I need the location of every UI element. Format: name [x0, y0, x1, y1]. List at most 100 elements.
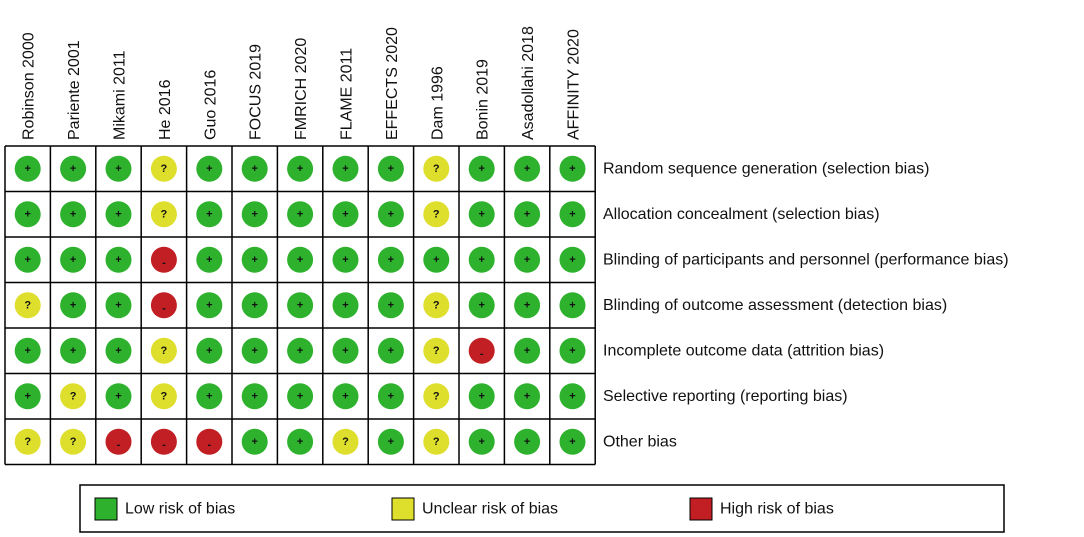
rating-circle	[241, 337, 268, 364]
rating-symbol: +	[478, 163, 484, 175]
rating-symbol: +	[206, 254, 212, 266]
rating-symbol: ?	[433, 208, 440, 220]
rating-circle	[377, 337, 404, 364]
rating-circle	[60, 292, 87, 319]
rating-symbol: +	[115, 390, 121, 402]
rating-symbol: ?	[161, 345, 168, 357]
domain-label: Incomplete outcome data (attrition bias)	[603, 342, 884, 359]
rating-circle	[377, 428, 404, 455]
rating-symbol: +	[388, 299, 394, 311]
rating-circle	[559, 292, 586, 319]
rating-symbol: +	[206, 299, 212, 311]
rating-circle	[105, 201, 132, 228]
study-label: He 2016	[157, 79, 174, 140]
rating-circle	[150, 292, 177, 319]
rating-circle	[196, 246, 223, 273]
rating-circle	[559, 428, 586, 455]
legend-label: Unclear risk of bias	[422, 501, 558, 518]
rating-symbol: ?	[161, 163, 168, 175]
rating-symbol: +	[433, 254, 439, 266]
rating-circle	[514, 337, 541, 364]
rating-circle	[196, 292, 223, 319]
rating-circle	[150, 337, 177, 364]
rating-symbol: +	[24, 390, 30, 402]
domain-label: Other bias	[603, 433, 677, 450]
rating-circle	[105, 383, 132, 410]
rating-symbol: ?	[433, 163, 440, 175]
rating-symbol: ?	[161, 208, 168, 220]
rating-circle	[14, 383, 41, 410]
rating-circle	[287, 155, 314, 182]
study-label: Bonin 2019	[475, 59, 492, 140]
rating-symbol: -	[480, 348, 484, 360]
domain-label: Blinding of participants and personnel (…	[603, 251, 1009, 268]
rating-circle	[514, 155, 541, 182]
rating-symbol: +	[342, 254, 348, 266]
rating-circle	[377, 201, 404, 228]
rating-circle	[287, 201, 314, 228]
rating-circle	[241, 292, 268, 319]
rating-symbol: +	[478, 390, 484, 402]
rating-symbol: +	[569, 299, 575, 311]
rating-circle	[423, 337, 450, 364]
rating-circle	[287, 383, 314, 410]
rating-circle	[14, 337, 41, 364]
rating-circle	[423, 292, 450, 319]
rating-circle	[60, 155, 87, 182]
rating-circle	[377, 383, 404, 410]
rating-symbol: +	[24, 208, 30, 220]
rating-circle	[423, 383, 450, 410]
rating-symbol: +	[251, 345, 257, 357]
rating-circle	[241, 383, 268, 410]
rating-circle	[287, 292, 314, 319]
legend-label: High risk of bias	[720, 501, 834, 518]
rating-symbol: +	[297, 299, 303, 311]
rating-symbol: +	[297, 163, 303, 175]
rating-circle	[559, 337, 586, 364]
rating-symbol: -	[162, 257, 166, 269]
rating-circle	[468, 155, 495, 182]
rating-symbol: +	[478, 436, 484, 448]
rating-circle	[332, 246, 359, 273]
study-label: FLAME 2011	[339, 48, 356, 140]
rating-circle	[514, 201, 541, 228]
rating-symbol: +	[342, 163, 348, 175]
rating-circle	[423, 155, 450, 182]
rating-circle	[105, 337, 132, 364]
rating-symbol: +	[342, 345, 348, 357]
study-label: FMRICH 2020	[293, 38, 310, 140]
rating-symbol: ?	[433, 390, 440, 402]
study-label: Pariente 2001	[66, 40, 83, 140]
rating-circle	[559, 246, 586, 273]
rating-symbol: +	[70, 163, 76, 175]
study-label: Dam 1996	[429, 66, 446, 140]
rating-symbol: ?	[70, 390, 77, 402]
rating-circle	[332, 292, 359, 319]
rating-symbol: +	[206, 390, 212, 402]
rating-symbol: +	[115, 345, 121, 357]
rating-circle	[196, 428, 223, 455]
rating-circle	[332, 383, 359, 410]
rating-circle	[150, 201, 177, 228]
rating-circle	[514, 428, 541, 455]
rating-symbol: +	[70, 299, 76, 311]
rating-symbol: ?	[24, 299, 31, 311]
rating-symbol: +	[70, 208, 76, 220]
rating-symbol: +	[206, 208, 212, 220]
rating-symbol: +	[569, 163, 575, 175]
study-label: Asadollahi 2018	[520, 26, 537, 140]
legend-swatch	[689, 497, 713, 521]
rating-symbol: ?	[433, 299, 440, 311]
rating-circle	[559, 201, 586, 228]
rating-circle	[150, 246, 177, 273]
rating-symbol: +	[251, 163, 257, 175]
rating-symbol: +	[388, 390, 394, 402]
rating-symbol: +	[251, 208, 257, 220]
legend-swatch	[94, 497, 118, 521]
study-label: FOCUS 2019	[248, 44, 265, 140]
rating-circle	[14, 292, 41, 319]
rating-circle	[287, 428, 314, 455]
rating-circle	[196, 337, 223, 364]
rating-symbol: +	[206, 345, 212, 357]
rating-symbol: +	[24, 254, 30, 266]
